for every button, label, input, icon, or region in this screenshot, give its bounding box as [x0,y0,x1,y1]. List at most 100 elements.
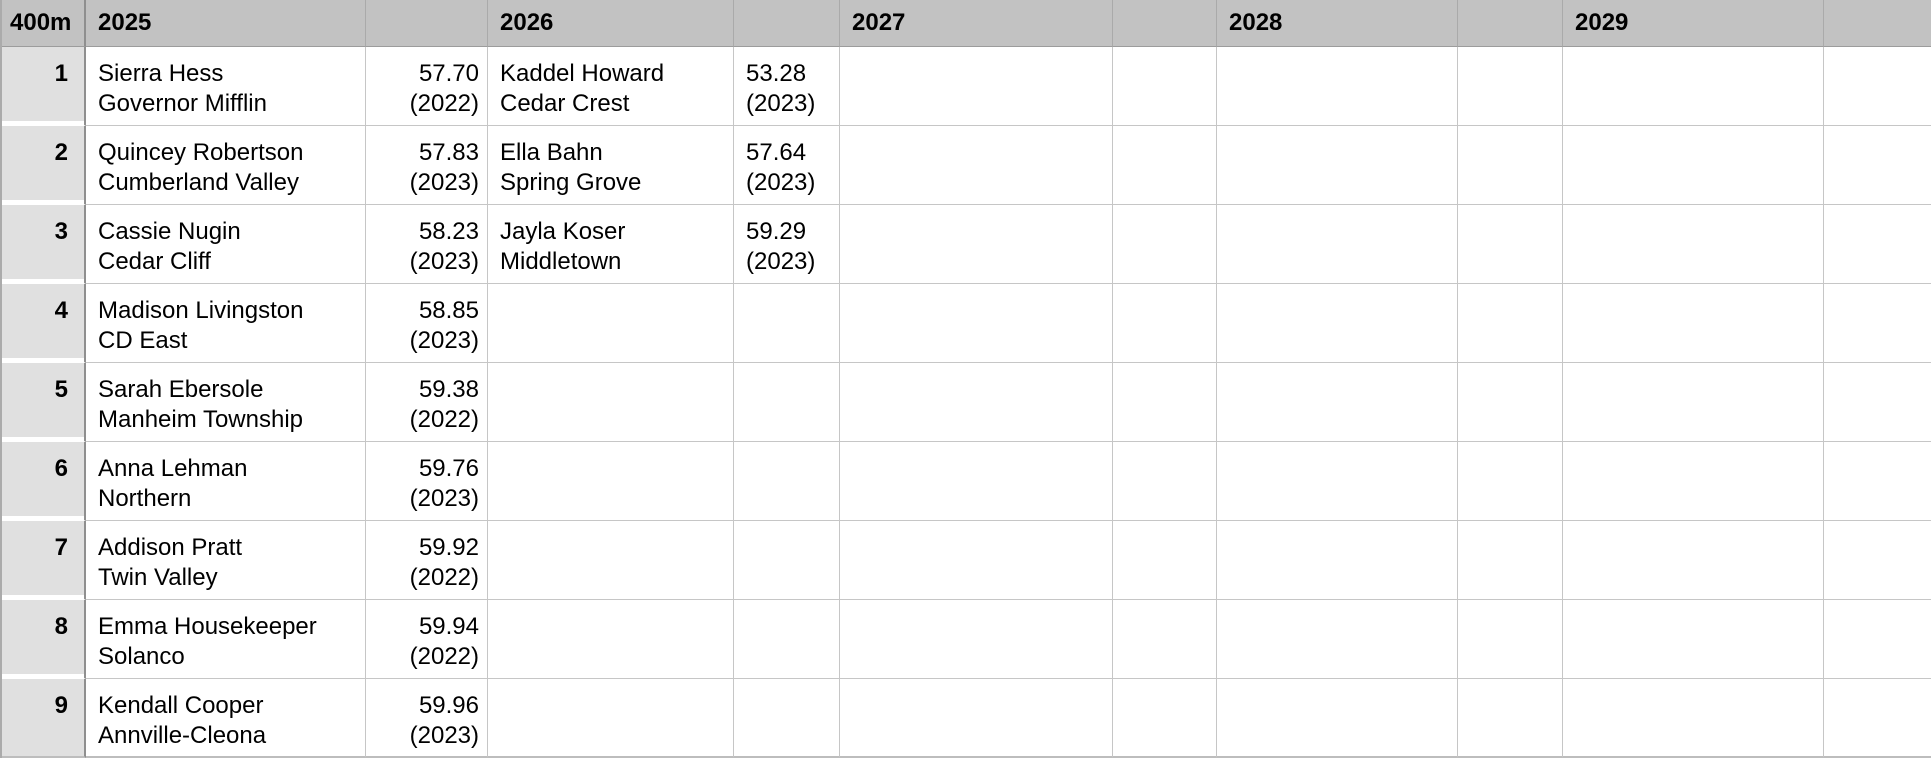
result-season: (2022) [409,406,479,433]
athlete-cell [840,521,1113,600]
athlete-cell [1563,47,1824,126]
year-header-spacer [1113,0,1217,47]
athlete-cell: Anna Lehman Northern [86,442,366,521]
athlete-cell [1217,600,1458,679]
result-time: 57.64 [746,139,807,166]
time-cell [1113,126,1217,205]
time-cell: 59.94 (2022) [366,600,488,679]
time-cell: 58.85 (2023) [366,284,488,363]
result-time: 57.70 [418,60,479,87]
year-header: 2028 [1217,0,1458,47]
year-header: 2026 [488,0,734,47]
athlete-name: Addison Pratt [98,534,243,561]
athlete-name: Jayla Koser [500,218,626,245]
athlete-team: Cumberland Valley [98,169,299,196]
time-cell [1458,363,1563,442]
rank-number: 3 [54,218,68,245]
athlete-team: Northern [98,485,192,512]
time-cell: 59.96 (2023) [366,679,488,758]
athlete-cell [840,679,1113,758]
time-cell [1113,47,1217,126]
table-row: 6 Anna Lehman Northern 59.76 (2023) [2,442,1931,521]
athlete-team: Manheim Township [98,406,303,433]
rank-cell: 4 [2,284,86,363]
table-row: 7 Addison Pratt Twin Valley 59.92 (2022) [2,521,1931,600]
time-cell [1458,284,1563,363]
athlete-cell [1217,442,1458,521]
rank-number: 2 [54,139,68,166]
time-cell [1458,679,1563,758]
time-cell [1458,521,1563,600]
athlete-name: Madison Livingston [98,297,304,324]
result-time: 57.83 [418,139,479,166]
time-cell [1113,284,1217,363]
rank-cell: 2 [2,126,86,205]
time-cell: 53.28 (2023) [734,47,840,126]
athlete-cell: Sarah Ebersole Manheim Township [86,363,366,442]
time-cell [734,679,840,758]
athlete-cell [488,521,734,600]
athlete-cell [1563,126,1824,205]
year-header-spacer [734,0,840,47]
athlete-cell [840,126,1113,205]
table-row: 9 Kendall Cooper Annville-Cleona 59.96 (… [2,679,1931,758]
table-row: 1 Sierra Hess Governor Mifflin 57.70 (20… [2,47,1931,126]
time-cell [1113,521,1217,600]
rank-cell: 3 [2,205,86,284]
result-time: 59.38 [418,376,479,403]
athlete-name: Anna Lehman [98,455,248,482]
athlete-name: Kendall Cooper [98,692,264,719]
year-header-spacer [1458,0,1563,47]
result-time: 58.85 [418,297,479,324]
rank-number: 9 [54,692,68,719]
result-time: 53.28 [746,60,807,87]
athlete-team: CD East [98,327,188,354]
result-time: 59.94 [418,613,479,640]
rank-number: 4 [54,297,68,324]
athlete-cell [488,679,734,758]
result-season: (2023) [746,90,816,117]
table-row: 3 Cassie Nugin Cedar Cliff 58.23 (2023) … [2,205,1931,284]
athlete-cell: Jayla Koser Middletown [488,205,734,284]
athlete-cell: Kendall Cooper Annville-Cleona [86,679,366,758]
athlete-cell: Kaddel Howard Cedar Crest [488,47,734,126]
athlete-name: Ella Bahn [500,139,603,166]
time-cell: 59.29 (2023) [734,205,840,284]
athlete-cell [1217,679,1458,758]
rank-number: 7 [54,534,68,561]
table-row: 5 Sarah Ebersole Manheim Township 59.38 … [2,363,1931,442]
result-time: 59.92 [418,534,479,561]
athlete-cell [840,205,1113,284]
result-season: (2023) [746,248,816,275]
athlete-cell [488,442,734,521]
table-row: 2 Quincey Robertson Cumberland Valley 57… [2,126,1931,205]
year-header: 2027 [840,0,1113,47]
athlete-cell [1563,600,1824,679]
athlete-cell [1217,205,1458,284]
result-season: (2023) [746,169,816,196]
rank-cell: 8 [2,600,86,679]
athlete-cell: Sierra Hess Governor Mifflin [86,47,366,126]
table-row: 4 Madison Livingston CD East 58.85 (2023… [2,284,1931,363]
athlete-team: Twin Valley [98,564,218,591]
rank-cell: 9 [2,679,86,758]
athlete-team: Middletown [500,248,622,275]
athlete-cell [1217,363,1458,442]
rank-cell: 6 [2,442,86,521]
result-season: (2022) [409,564,479,591]
result-season: (2023) [409,248,479,275]
athlete-team: Spring Grove [500,169,642,196]
athlete-cell [488,284,734,363]
athlete-name: Cassie Nugin [98,218,241,245]
result-season: (2023) [409,327,479,354]
time-cell [1824,205,1931,284]
time-cell [734,521,840,600]
time-cell [1824,600,1931,679]
athlete-team: Governor Mifflin [98,90,267,117]
time-cell [1458,47,1563,126]
athlete-team: Solanco [98,643,185,670]
time-cell: 57.70 (2022) [366,47,488,126]
athlete-cell [840,284,1113,363]
time-cell [734,284,840,363]
result-time: 59.96 [418,692,479,719]
